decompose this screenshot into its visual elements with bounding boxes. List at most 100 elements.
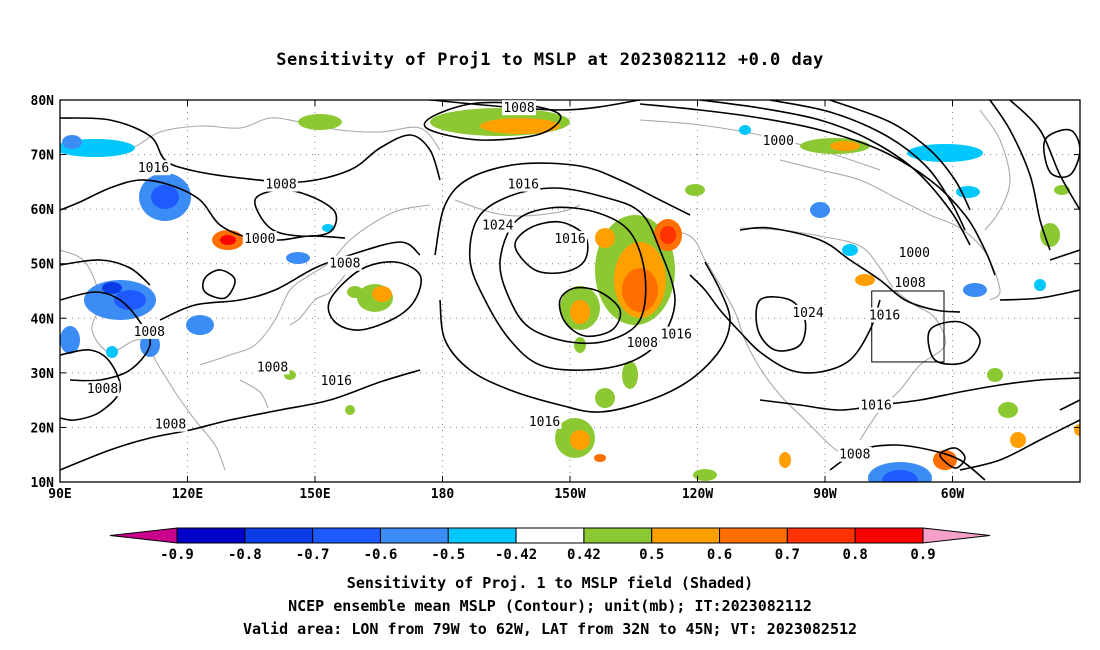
contour-label-bg	[837, 446, 872, 462]
sensitivity-patch	[372, 286, 392, 302]
contour-label: 1008	[839, 448, 870, 463]
sensitivity-patch	[286, 252, 310, 264]
lat-label: 30N	[31, 367, 55, 382]
lon-label: 90W	[813, 487, 837, 502]
contour-label-bg	[319, 373, 354, 389]
contour-label-bg	[527, 413, 562, 429]
contour-label: 1016	[554, 232, 585, 247]
colorbar-label: 0.6	[707, 547, 732, 563]
contour-label-bg	[153, 416, 188, 432]
map-title: Sensitivity of Proj1 to MSLP at 20230821…	[276, 50, 824, 70]
lon-label: 60W	[941, 487, 965, 502]
contour-label-bg	[85, 381, 120, 397]
contour-label-bg	[506, 176, 541, 192]
sensitivity-patch	[830, 141, 860, 151]
colorbar-label: 0.5	[639, 547, 664, 563]
contour-label-bg	[625, 334, 660, 350]
sensitivity-patch	[102, 282, 122, 294]
mslp-contour-line	[60, 369, 421, 471]
contour-label: 1008	[894, 276, 925, 291]
sensitivity-patch	[574, 337, 586, 353]
caption-contour: NCEP ensemble mean MSLP (Contour); unit(…	[288, 597, 812, 615]
sensitivity-patch	[685, 184, 705, 196]
lat-label: 70N	[31, 149, 55, 164]
mslp-contour-line	[829, 100, 971, 211]
sensitivity-patch	[622, 268, 658, 312]
sensitivity-patch	[956, 186, 980, 198]
lat-label: 80N	[31, 94, 55, 109]
colorbar-box	[651, 527, 721, 544]
colorbar-label: 0.8	[843, 547, 868, 563]
mslp-contour-line	[60, 349, 122, 422]
contour-label-bg	[897, 244, 932, 260]
coastline	[654, 227, 851, 461]
colorbar-label: -0.6	[364, 547, 398, 563]
contour-label: 1000	[763, 134, 794, 149]
coastline	[60, 249, 226, 471]
sensitivity-patch	[298, 114, 342, 130]
mslp-contour-line	[699, 100, 971, 246]
contour-label-bg	[480, 217, 515, 233]
contour-label-bg	[255, 359, 290, 375]
colorbar-box	[176, 527, 246, 544]
coastline	[454, 199, 581, 217]
colorbar-box	[312, 527, 381, 544]
colorbar-label: 0.9	[910, 547, 935, 563]
sensitivity-patch	[693, 469, 717, 481]
mslp-contour-line	[639, 103, 996, 276]
colorbar-box	[379, 527, 449, 544]
contour-label-bg	[893, 274, 927, 290]
mslp-contour-line	[927, 320, 981, 366]
mslp-contour-line	[1042, 128, 1080, 179]
contour-label: 1008	[87, 382, 118, 397]
sensitivity-patch	[907, 144, 983, 162]
axis-ticks	[59, 99, 1080, 483]
contour-label-bg	[264, 176, 298, 192]
contour-label: 1008	[329, 257, 360, 272]
lon-label: 120E	[172, 487, 203, 502]
contour-label: 1008	[265, 178, 296, 193]
lat-label: 10N	[31, 476, 55, 491]
mslp-contour-line	[499, 206, 647, 345]
contour-label-bg	[553, 231, 587, 247]
coastline	[779, 159, 1001, 301]
caption-shading: Sensitivity of Proj. 1 to MSLP field (Sh…	[346, 574, 754, 592]
sensitivity-patch	[322, 224, 334, 232]
contour-label: 1016	[661, 328, 692, 343]
coastline	[639, 119, 881, 171]
colorbar-label: -0.42	[495, 547, 537, 563]
sensitivity-patch	[595, 388, 615, 408]
sensitivity-patch	[595, 228, 615, 248]
sensitivity-patch	[60, 326, 80, 354]
lon-label: 150W	[554, 487, 585, 502]
sensitivity-patch	[1034, 279, 1046, 291]
contour-label: 1008	[155, 418, 186, 433]
colorbar: -0.9 -0.8 -0.7 -0.6 -0.5 -0.42 0.42 0.5 0.6 0.7 0.…	[109, 527, 991, 563]
colorbar-box	[786, 527, 856, 544]
mslp-contour-line	[739, 226, 961, 313]
colorbar-box	[854, 527, 924, 544]
lon-label: 150E	[299, 487, 330, 502]
contour-label: 1016	[860, 399, 891, 414]
contour-label: 1024	[792, 306, 823, 321]
contour-label-bg	[867, 307, 902, 323]
contour-label: 1016	[529, 415, 560, 430]
contour-label-bg	[502, 100, 536, 116]
sensitivity-patch	[779, 452, 791, 468]
mslp-contour-line	[429, 100, 641, 111]
sensitivity-patch	[987, 368, 1003, 382]
contour-label: 1016	[869, 309, 900, 324]
sensitivity-patch	[106, 346, 118, 358]
mslp-contour-line	[558, 286, 622, 338]
contour-label: 1016	[138, 161, 169, 176]
colorbar-label: 0.7	[775, 547, 800, 563]
contour-label-bg	[132, 323, 167, 339]
lat-label: 20N	[31, 421, 55, 436]
sensitivity-patch	[570, 430, 590, 450]
contour-label-bg	[327, 255, 362, 271]
mslp-contour-line	[514, 220, 589, 275]
mslp-contour-line	[755, 296, 807, 352]
